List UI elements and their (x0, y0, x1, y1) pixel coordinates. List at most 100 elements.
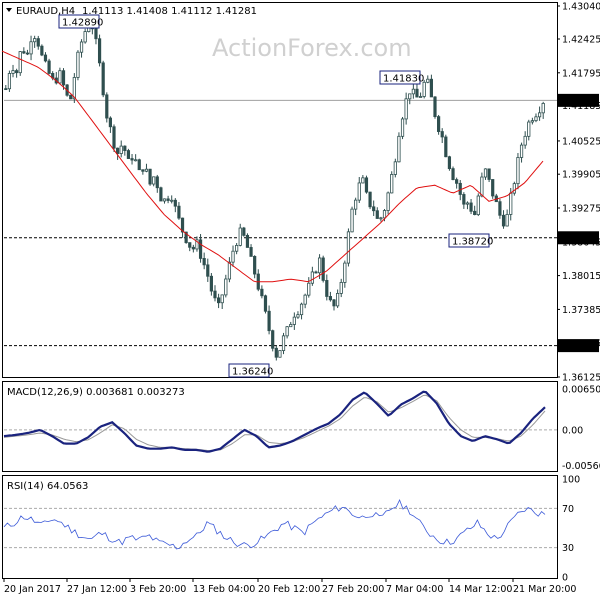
candle-body (530, 120, 534, 123)
candle-body (79, 41, 84, 53)
candle-body (15, 70, 19, 74)
candle-body (310, 271, 314, 284)
candle-body (274, 347, 278, 358)
price-tick-label: 1.43040 (562, 2, 600, 13)
candle-body (281, 335, 286, 351)
candle-body (303, 294, 307, 305)
candle-body (390, 174, 394, 194)
candle-body (11, 70, 15, 74)
candle-body (292, 316, 296, 325)
candle-body (487, 168, 491, 180)
candle-body (440, 131, 444, 138)
candle-body (238, 227, 242, 246)
candle-body (537, 112, 542, 118)
candle-body (213, 290, 217, 299)
candle-body (321, 257, 325, 281)
candle-body (350, 208, 354, 233)
ma-line (1, 50, 544, 283)
candle-body (235, 244, 239, 252)
candle-body (437, 116, 441, 132)
swing-low-annotation-box (448, 233, 490, 248)
candle-body (285, 326, 289, 337)
macd-tick-label: 0.00 (562, 425, 583, 436)
macd-axis: 0.006501 0.00 -0.005666 (562, 385, 600, 472)
candle-body (105, 94, 109, 119)
price-tick-label: 1.41795 (562, 68, 600, 79)
candle-body (159, 187, 163, 202)
candle-body (29, 41, 33, 55)
candle-body (382, 210, 387, 219)
price-tick-label: 1.42425 (562, 34, 600, 45)
candle-body (364, 177, 369, 193)
candle-body (188, 242, 192, 248)
rsi-line (3, 498, 546, 550)
collapse-triangle-icon[interactable] (6, 8, 12, 12)
candle-body (245, 234, 250, 248)
candle-body (404, 98, 408, 120)
macd-title: MACD(12,26,9) 0.003681 0.003273 (7, 387, 185, 398)
rsi-tick-label: 0 (562, 573, 568, 584)
candle-body (141, 169, 145, 172)
swing-high-annotation: 1.41830 (383, 74, 424, 85)
candle-body (116, 147, 120, 154)
candle-body (173, 199, 177, 207)
candle-body (375, 210, 379, 219)
candle-body (126, 150, 131, 159)
candle-body (336, 293, 340, 307)
candle-body (144, 168, 149, 172)
candle-body (184, 231, 188, 244)
candle-body (58, 70, 62, 84)
current-price-label: 1.41281 (560, 96, 599, 107)
candle-body (278, 350, 282, 358)
macd-lines (3, 390, 557, 453)
macd-tick-label: 0.006501 (562, 385, 600, 396)
candle-body (458, 182, 462, 195)
price-annotations: 1.42890 1.41830 1.38720 1.36240 1.41281 1.387… (58, 14, 599, 378)
rsi-tick-label: 30 (562, 543, 574, 554)
candle-body (361, 177, 365, 184)
price-tick-label: 1.36125 (562, 373, 600, 384)
candle-body (455, 179, 459, 184)
candle-body (501, 214, 506, 227)
candle-body (119, 145, 123, 154)
price-tick-label: 1.39275 (562, 203, 600, 214)
candle-body (198, 239, 203, 259)
candle-body (155, 176, 159, 189)
candle-body (101, 62, 105, 96)
candle-body (195, 239, 199, 250)
candle-body (372, 206, 376, 212)
price-tick-label: 1.40525 (562, 136, 600, 147)
candle-body (418, 96, 423, 98)
candle-body (444, 136, 448, 158)
time-tick-label: 14 Mar 12:00 (449, 584, 512, 595)
candle-body (271, 330, 275, 349)
candle-body (69, 94, 73, 100)
candle-body (357, 182, 361, 201)
candle-body (253, 255, 257, 275)
candle-body (33, 38, 37, 43)
candle-body (498, 201, 502, 216)
candle-body (260, 288, 264, 297)
candle-body (170, 199, 174, 202)
candle-body (130, 158, 134, 161)
candle-body (386, 192, 390, 211)
candle-body (108, 117, 112, 128)
candle-body (224, 278, 228, 296)
candle-body (94, 28, 98, 40)
candle-body (354, 199, 358, 210)
candle-body (343, 262, 347, 283)
candle-body (202, 258, 206, 266)
candle-body (397, 135, 401, 163)
candle-body (509, 192, 513, 215)
candle-body (180, 217, 185, 233)
candle-body (516, 157, 520, 185)
candle-body (123, 145, 127, 151)
candle-body (61, 70, 66, 86)
candle-body (346, 231, 351, 264)
candle-body (152, 176, 156, 185)
rsi-axis: 100 70 30 0 (562, 475, 580, 584)
candle-body (40, 45, 44, 56)
candle-body (231, 250, 235, 263)
signal-line (3, 394, 546, 452)
candle-body (296, 314, 300, 318)
